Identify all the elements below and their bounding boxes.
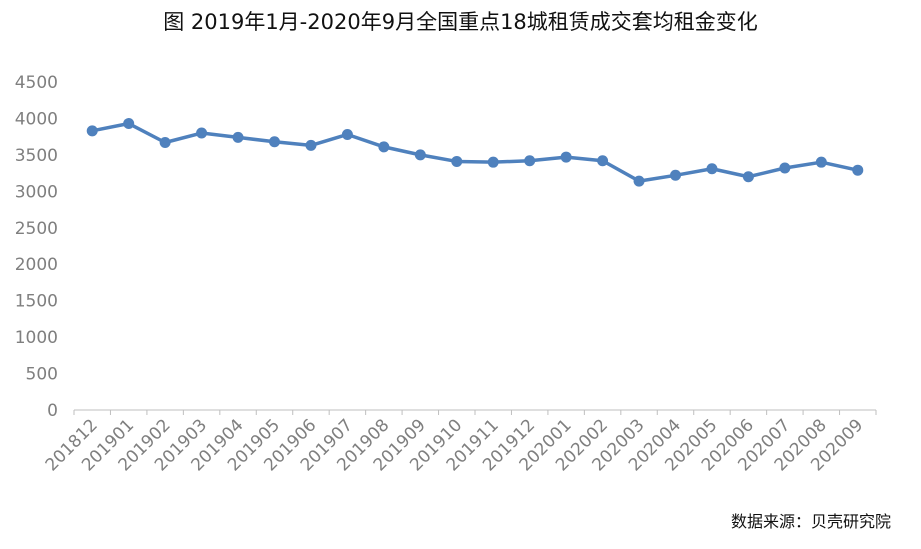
y-tick-label: 1000 [15,328,58,348]
y-tick-label: 1500 [15,292,58,312]
data-point [123,118,135,130]
y-tick-label: 0 [47,401,58,421]
data-point [341,128,353,140]
data-point [597,155,609,167]
data-point [670,169,681,181]
data-point [159,136,171,148]
data-point [524,155,536,167]
data-point [852,164,864,176]
data-point [305,139,317,151]
y-axis-ticks: 0 500 1000 1500 2000 2500 3000 3500 4000 4500 [15,73,58,421]
data-point [196,127,208,139]
data-point [86,125,98,137]
y-tick-label: 2000 [15,255,58,275]
data-point [378,141,390,153]
data-point [633,175,645,187]
series-line [91,121,859,183]
series-line-group [91,121,859,183]
x-axis-ticks: 2018122019012019022019032019042019052019… [42,410,877,475]
data-point [414,149,426,161]
data-point [706,163,718,175]
data-point [232,131,244,143]
data-point [742,171,754,183]
y-tick-label: 500 [26,365,58,385]
data-point [560,151,572,163]
y-tick-label: 2500 [15,219,58,239]
y-tick-label: 3000 [15,182,58,202]
data-point [815,156,827,168]
y-tick-label: 4000 [15,109,58,129]
chart-title: 图 2019年1月-2020年9月全国重点18城租赁成交套均租金变化 [163,10,758,34]
data-point [269,136,280,148]
data-point [487,156,499,168]
y-tick-label: 4500 [15,73,58,93]
data-point [451,155,463,167]
data-source: 数据来源：贝壳研究院 [730,512,891,531]
data-points [86,118,864,187]
data-point [779,162,791,174]
y-tick-label: 3500 [15,146,58,166]
